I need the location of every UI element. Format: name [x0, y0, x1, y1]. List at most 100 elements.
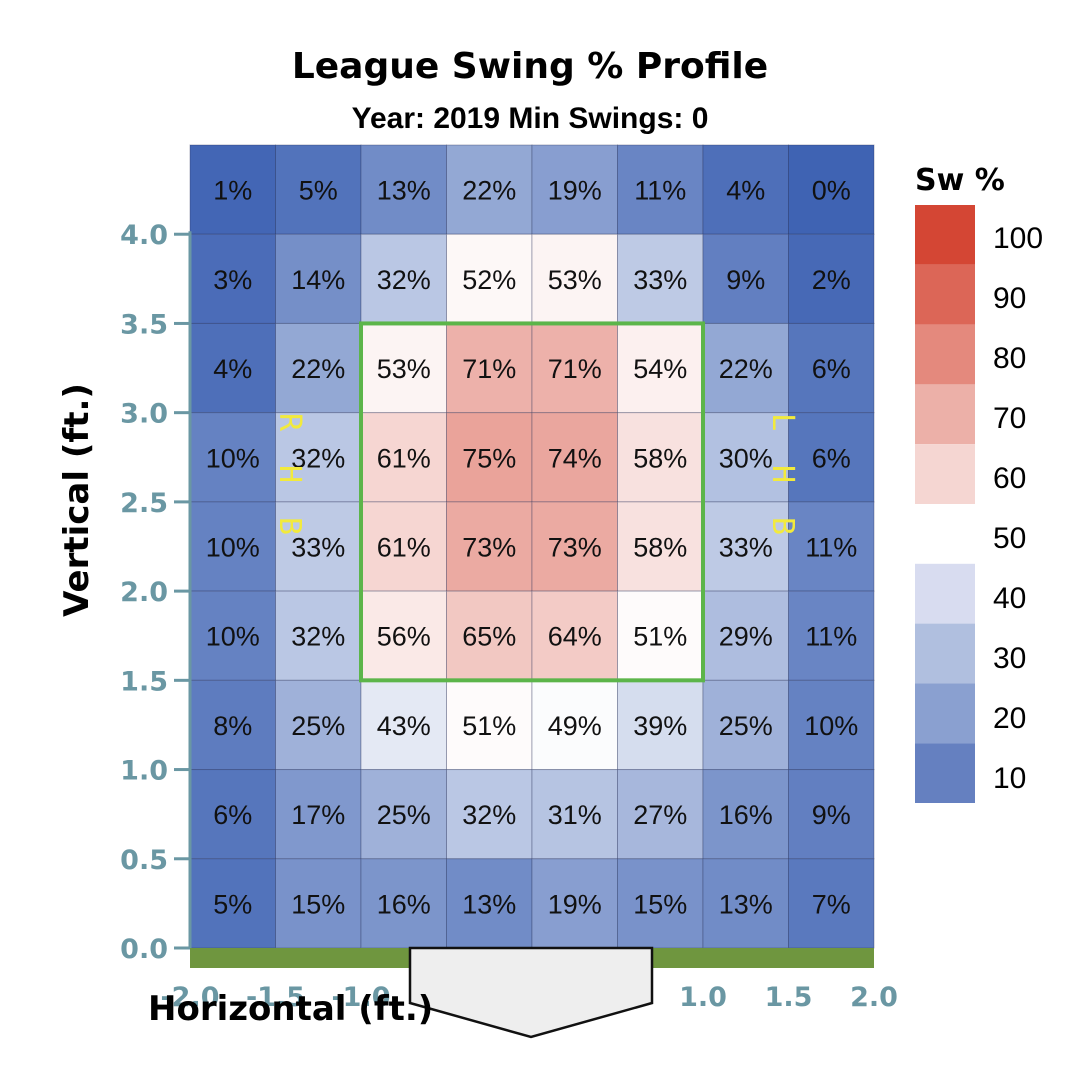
heatmap-cell: [531, 412, 618, 503]
legend-label: 10: [993, 762, 1026, 795]
heatmap-cell: [617, 858, 704, 949]
cell-value-label: 10%: [206, 533, 260, 563]
legend-label: 60: [993, 462, 1026, 495]
cell-value-label: 11%: [805, 622, 857, 652]
heatmap-cell: [275, 679, 362, 771]
heatmap-cell: [275, 322, 362, 414]
cell-value-label: 2%: [812, 265, 851, 295]
heatmap-cell: [275, 590, 362, 681]
y-axis-label: Vertical (ft.): [57, 383, 97, 617]
chart-subtitle: Year: 2019 Min Swings: 0: [352, 102, 709, 135]
strike-zone: [359, 321, 705, 683]
heatmap-cell: [531, 144, 618, 235]
legend-swatch: [915, 563, 975, 624]
home-plate-shape: [408, 946, 654, 1039]
heatmap-cells: [189, 144, 875, 949]
cell-value-label: 16%: [377, 889, 431, 919]
cell-value-label: 58%: [633, 533, 687, 563]
legend-label: 70: [993, 402, 1026, 435]
cell-value-label: 61%: [377, 533, 431, 563]
cell-value-label: 29%: [719, 622, 773, 652]
cell-value-label: 75%: [462, 443, 516, 473]
cell-value-label: 7%: [812, 889, 851, 919]
heatmap-cell: [531, 858, 618, 949]
cell-value-label: 32%: [291, 443, 345, 473]
cell-value-label: 11%: [634, 176, 686, 206]
cell-value-label: 8%: [213, 711, 252, 741]
heatmap-cell: [360, 501, 447, 592]
cell-value-label: 17%: [291, 800, 345, 830]
y-tick-label: 2.0: [120, 577, 168, 608]
heatmap-cell: [531, 233, 618, 324]
cell-value-label: 1%: [213, 176, 252, 206]
cell-value-label: 56%: [377, 622, 431, 652]
x-tick-label: 1.5: [765, 982, 813, 1013]
heatmap-cell: [446, 144, 533, 235]
cell-value-label: 65%: [462, 622, 516, 652]
cell-value-label: 9%: [812, 800, 851, 830]
heatmap-cell: [275, 233, 362, 324]
cell-value-label: 25%: [719, 711, 773, 741]
heatmap-cell: [189, 144, 276, 235]
cell-value-label: 4%: [726, 176, 765, 206]
legend: Sw % 100 90 80 70 60 50 40 30 20 10: [915, 163, 1043, 803]
cell-value-label: 32%: [291, 622, 345, 652]
cell-value-label: 33%: [633, 265, 687, 295]
cell-value-label: 32%: [377, 265, 431, 295]
cell-value-label: 22%: [291, 354, 345, 384]
cell-value-label: 13%: [462, 889, 516, 919]
legend-label: 90: [993, 282, 1026, 315]
cell-value-label: 16%: [719, 800, 773, 830]
heatmap-cell: [360, 412, 447, 503]
heatmap-cell: [446, 501, 533, 592]
heatmap-cell: [189, 412, 276, 503]
cell-value-label: 6%: [213, 800, 252, 830]
cell-value-label: 49%: [548, 711, 602, 741]
svg-text:H: H: [272, 465, 307, 483]
x-axis-label: Horizontal (ft.): [148, 989, 433, 1029]
y-tick-label: 3.5: [120, 309, 168, 340]
heatmap-cell: [531, 679, 618, 771]
cell-value-label: 13%: [377, 176, 431, 206]
y-tick-label: 1.5: [120, 666, 168, 697]
home-plate: [408, 946, 654, 1039]
cell-value-label: 25%: [291, 711, 345, 741]
heatmap-cell-labels: 1% 5% 13% 22% 19% 11% 4% 0% 3% 14% 32% 52% 53% 33% 9% 2…: [206, 176, 859, 920]
cell-value-label: 33%: [719, 533, 773, 563]
legend-label: 80: [993, 342, 1026, 375]
batter-hand-labels: R H B L H B: [272, 413, 800, 535]
heatmap-cell: [617, 233, 704, 324]
x-tick-label: 1.0: [679, 982, 727, 1013]
cell-value-label: 5%: [299, 176, 338, 206]
heatmap-cell: [617, 144, 704, 235]
y-tick-label: 2.5: [120, 488, 168, 519]
cell-value-label: 0%: [812, 176, 851, 206]
heatmap-cell: [788, 144, 875, 235]
heatmap-cell: [360, 769, 447, 860]
cell-value-label: 3%: [213, 265, 252, 295]
cell-value-label: 71%: [548, 354, 602, 384]
heatmap-cell: [360, 590, 447, 681]
legend-swatch: [915, 683, 975, 744]
heatmap-cell: [531, 590, 618, 681]
heatmap-cell: [275, 858, 362, 949]
heatmap-cell: [189, 679, 276, 771]
legend-label: 100: [993, 222, 1043, 255]
cell-value-label: 10%: [804, 711, 858, 741]
heatmap-cell: [617, 590, 704, 681]
heatmap-cell: [617, 679, 704, 771]
cell-value-label: 61%: [377, 443, 431, 473]
cell-value-label: 51%: [633, 622, 687, 652]
cell-value-label: 64%: [548, 622, 602, 652]
cell-value-label: 73%: [548, 533, 602, 563]
cell-value-label: 52%: [462, 265, 516, 295]
axes: 0.0 0.5 1.0 1.5 2.0 2.5 3.0 3.5 4.0: [120, 220, 192, 965]
cell-value-label: 31%: [548, 800, 602, 830]
cell-value-label: 73%: [462, 533, 516, 563]
x-tick-label: -2.0: [160, 982, 219, 1013]
legend-swatch: [915, 384, 975, 445]
cell-value-label: 19%: [548, 176, 602, 206]
cell-value-label: 14%: [291, 265, 345, 295]
legend-swatch: [915, 324, 975, 385]
